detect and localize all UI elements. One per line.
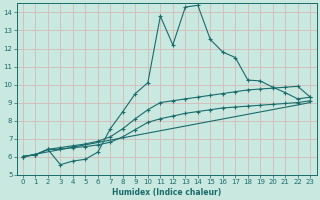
X-axis label: Humidex (Indice chaleur): Humidex (Indice chaleur) (112, 188, 221, 197)
